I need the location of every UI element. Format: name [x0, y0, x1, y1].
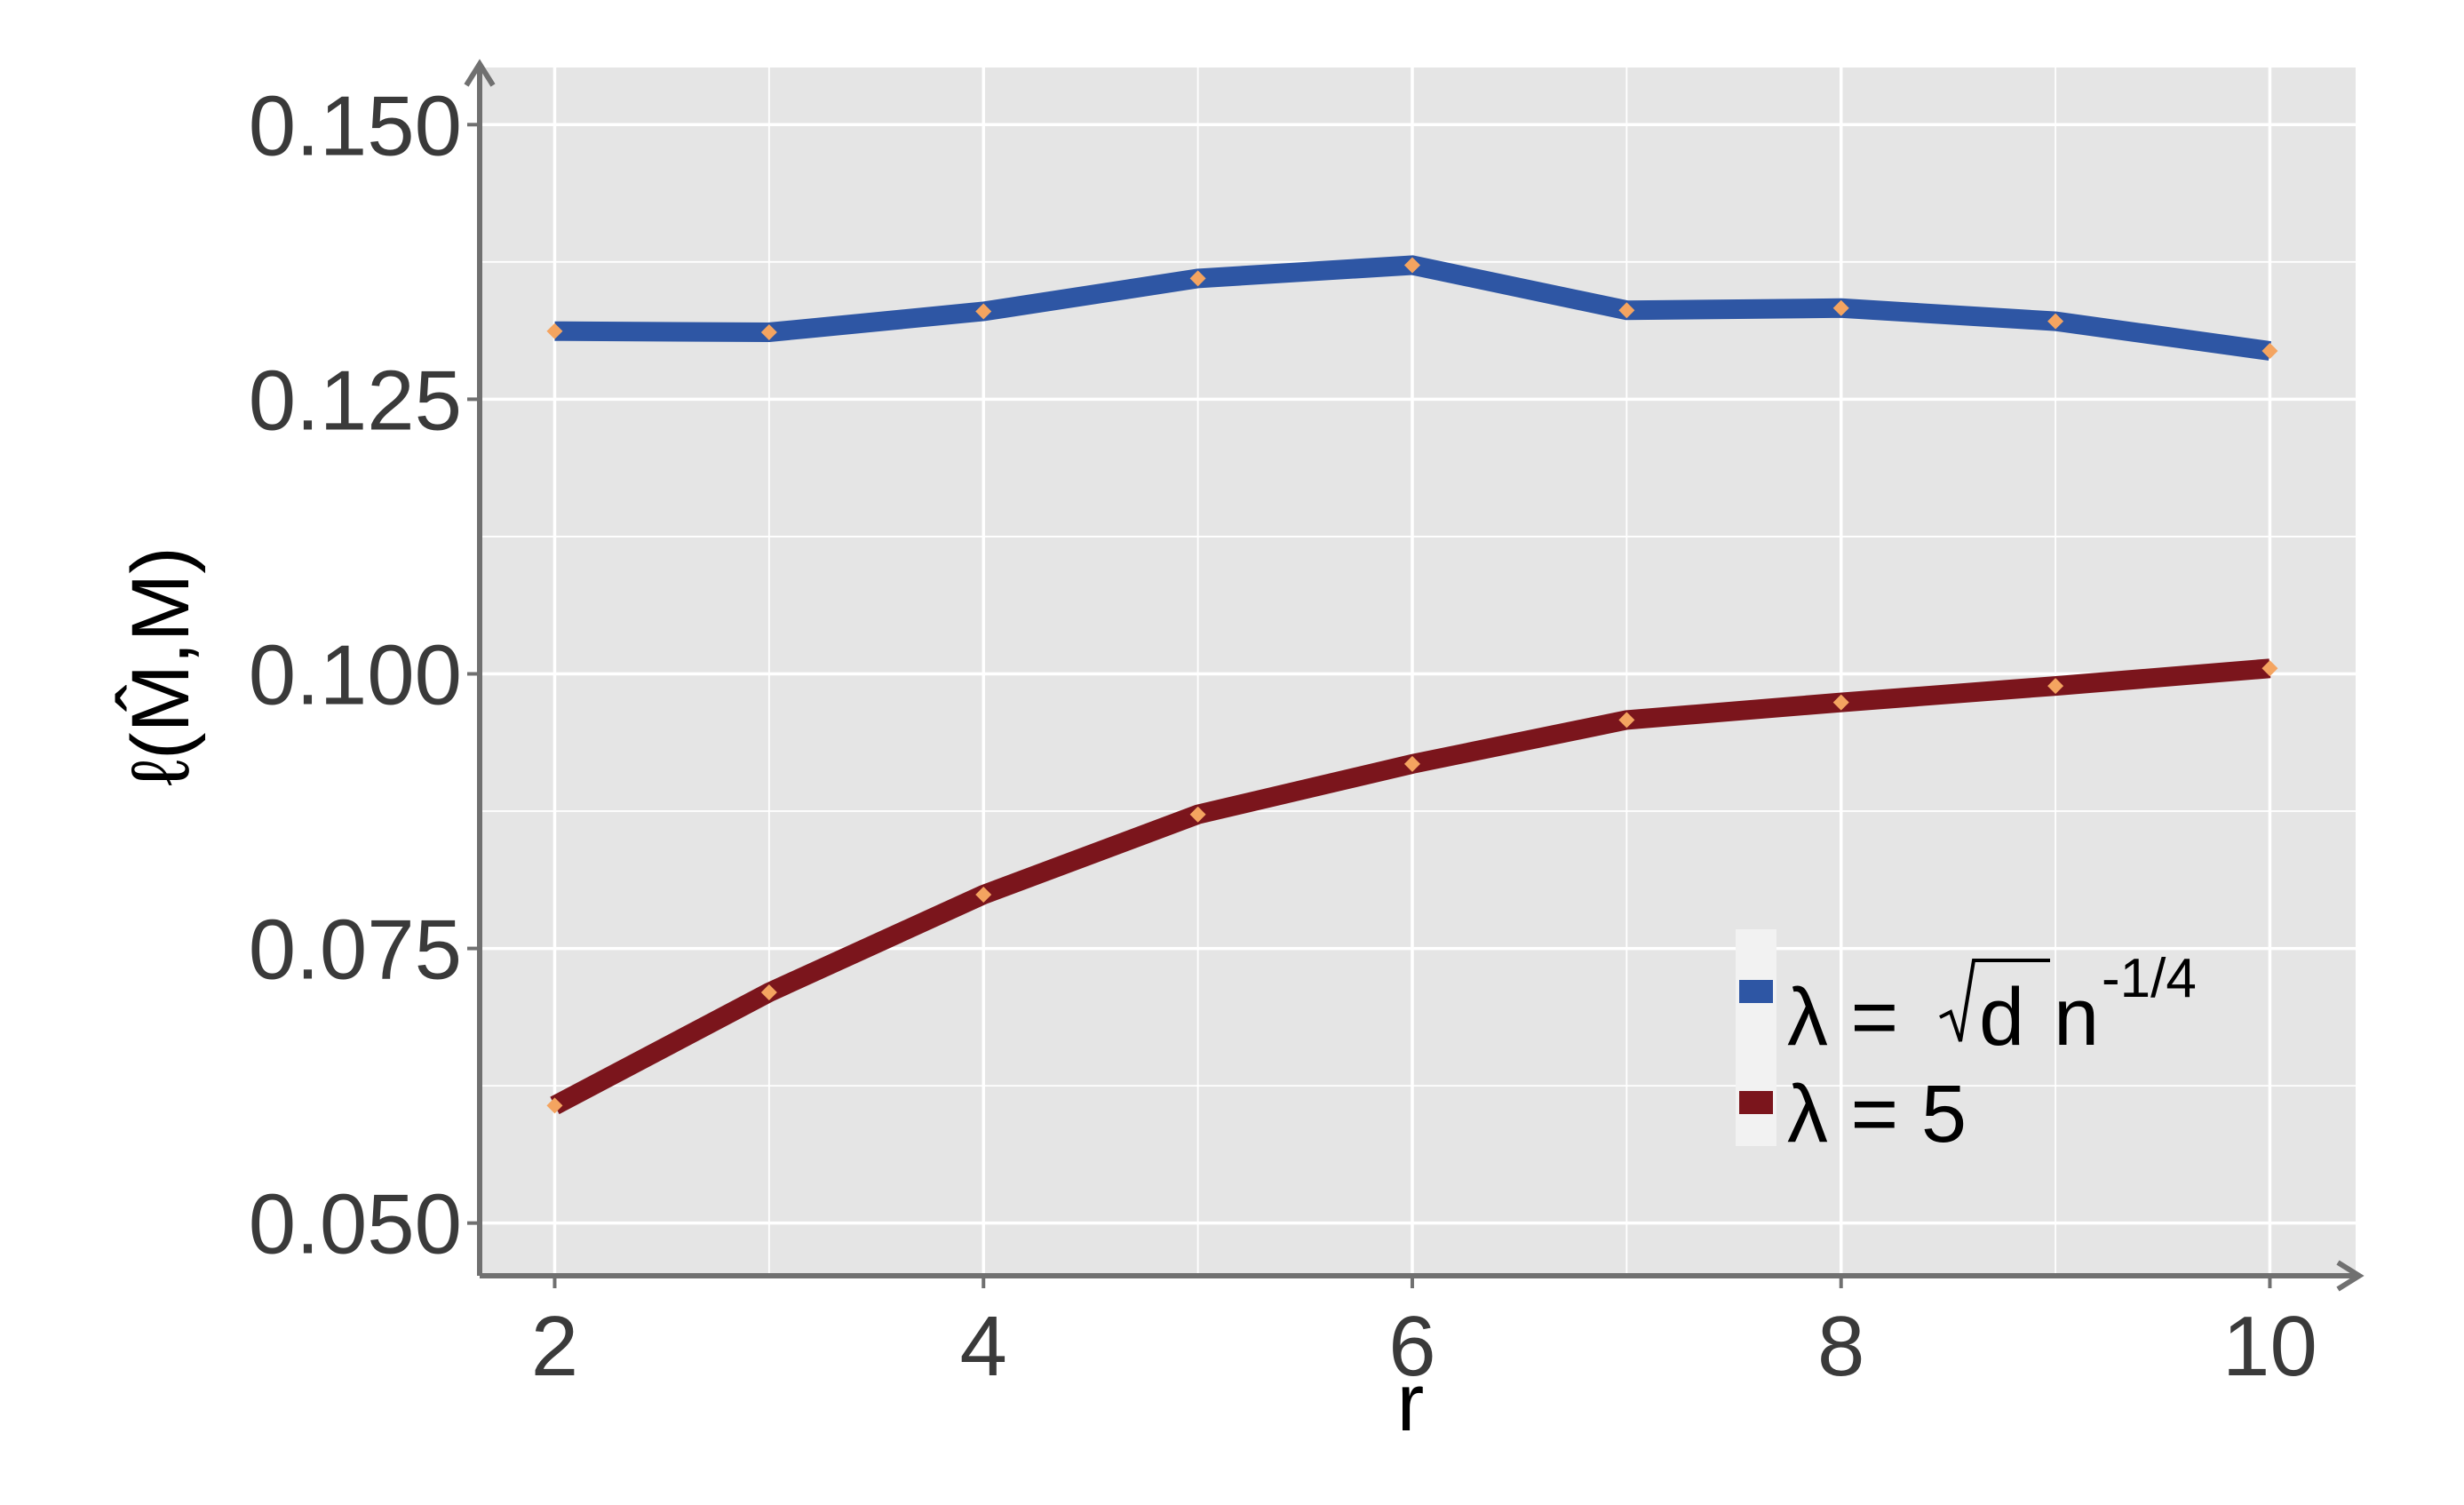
y-axis-arrow [464, 59, 496, 87]
x-tick-label: 10 [2222, 1299, 2317, 1394]
legend-label-series-2: λ = 5 [1787, 1069, 1967, 1159]
x-axis-arrow [2336, 1260, 2365, 1292]
data-point-series-2 [1403, 755, 1420, 772]
data-point-series-2 [2047, 678, 2064, 695]
y-tick-label: 0.125 [249, 353, 462, 448]
data-point-series-1 [2047, 313, 2064, 330]
data-point-series-2 [2261, 660, 2278, 677]
data-point-series-1 [1832, 299, 1849, 316]
plot-panel [480, 68, 2356, 1276]
data-point-series-2 [975, 886, 992, 903]
data-point-series-1 [1618, 302, 1635, 319]
x-axis-title: r [1397, 1358, 1425, 1448]
data-point-series-1 [1403, 257, 1420, 274]
data-point-series-2 [546, 1097, 563, 1114]
legend-label-series-1: λ = [1787, 972, 1898, 1063]
data-point-series-2 [1832, 694, 1849, 711]
legend-key-series-2 [1739, 1091, 1773, 1114]
y-tick-label: 0.050 [249, 1177, 462, 1272]
y-axis-title: ℓ(M̂,M) [115, 546, 206, 786]
data-point-series-1 [975, 303, 992, 320]
y-tick-label: 0.150 [249, 78, 462, 173]
x-tick-label: 6 [1388, 1299, 1435, 1394]
data-point-series-1 [546, 322, 563, 339]
legend: λ = d n -1/4 λ = 5 [1736, 929, 2197, 1159]
x-tick-label: 8 [1817, 1299, 1864, 1394]
legend-label-series-1-radicand: d [1979, 972, 2024, 1063]
x-tick-label: 2 [531, 1299, 578, 1394]
data-point-series-1 [2261, 342, 2278, 359]
data-point-series-2 [1618, 712, 1635, 729]
legend-key-series-1 [1739, 980, 1773, 1003]
x-tick-label: 4 [960, 1299, 1007, 1394]
legend-sqrt-symbol [1939, 959, 2050, 1042]
legend-label-series-1-exponent: -1/4 [2102, 948, 2197, 1009]
data-point-series-1 [1189, 270, 1206, 287]
data-point-series-2 [1189, 806, 1206, 823]
tick-labels: 2 4 6 8 10 0.050 0.075 0.100 0.125 0.150 [249, 78, 2317, 1394]
legend-label-series-1-prefix: λ = [1787, 972, 1898, 1063]
data-point-series-2 [760, 984, 777, 1001]
data-point-series-1 [760, 323, 777, 340]
legend-label-series-1-base: n [2054, 972, 2099, 1063]
axes [464, 59, 2365, 1292]
points-layer [546, 257, 2278, 1114]
y-tick-label: 0.075 [249, 903, 462, 998]
y-tick-label: 0.100 [249, 627, 462, 722]
